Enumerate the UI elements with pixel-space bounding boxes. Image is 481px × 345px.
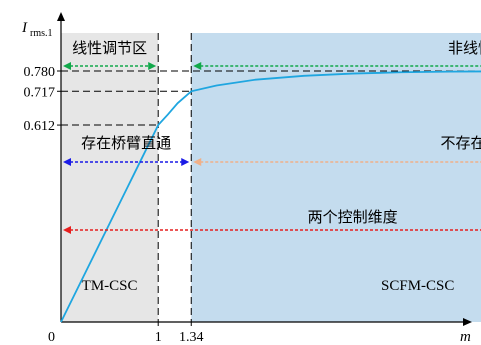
annotation-arrow-head-left-4 xyxy=(63,226,71,234)
y-axis-label: I xyxy=(21,20,28,36)
axis-labels-layer: 0 m I rms.1 xyxy=(21,20,471,345)
x-tick-label-1: 1.34 xyxy=(179,330,204,345)
y-axis-arrow xyxy=(57,12,65,21)
annotations-layer: 线性调节区非线性调节区存在桥臂直通不存在桥臂直通两个控制维度一个控制维度 xyxy=(63,39,481,234)
annotation-label-1: 非线性调节区 xyxy=(448,39,481,57)
axes-layer xyxy=(57,12,472,326)
region-band-0 xyxy=(61,33,159,322)
y-axis-label-subscript: rms.1 xyxy=(30,28,53,39)
annotation-arrow-head-right-0 xyxy=(148,62,157,70)
region-label-1: SCFM-CSC xyxy=(381,278,454,294)
guide-lines-layer xyxy=(61,33,481,322)
annotation-arrow-head-left-2 xyxy=(63,158,71,166)
annotation-label-3: 不存在桥臂直通 xyxy=(441,134,481,152)
origin-label: 0 xyxy=(48,330,55,345)
annotation-arrow-head-left-1 xyxy=(193,62,202,70)
annotation-arrow-head-left-3 xyxy=(193,158,202,166)
series-line-0 xyxy=(60,70,481,323)
y-tick-label-2: 0.780 xyxy=(24,65,56,80)
y-tick-label-0: 0.612 xyxy=(24,119,56,134)
series-layer xyxy=(60,70,481,323)
annotation-label-4: 两个控制维度 xyxy=(308,208,398,226)
x-tick-label-0: 1 xyxy=(155,330,162,345)
y-tick-label-1: 0.717 xyxy=(24,85,56,100)
x-axis-label: m xyxy=(460,329,471,345)
annotation-arrow-head-right-2 xyxy=(181,158,190,166)
annotation-arrow-head-left-0 xyxy=(63,62,71,70)
annotation-label-0: 线性调节区 xyxy=(72,39,147,57)
x-axis-arrow xyxy=(463,318,472,326)
annotation-label-2: 存在桥臂直通 xyxy=(81,134,171,152)
region-label-0: TM-CSC xyxy=(82,278,138,294)
